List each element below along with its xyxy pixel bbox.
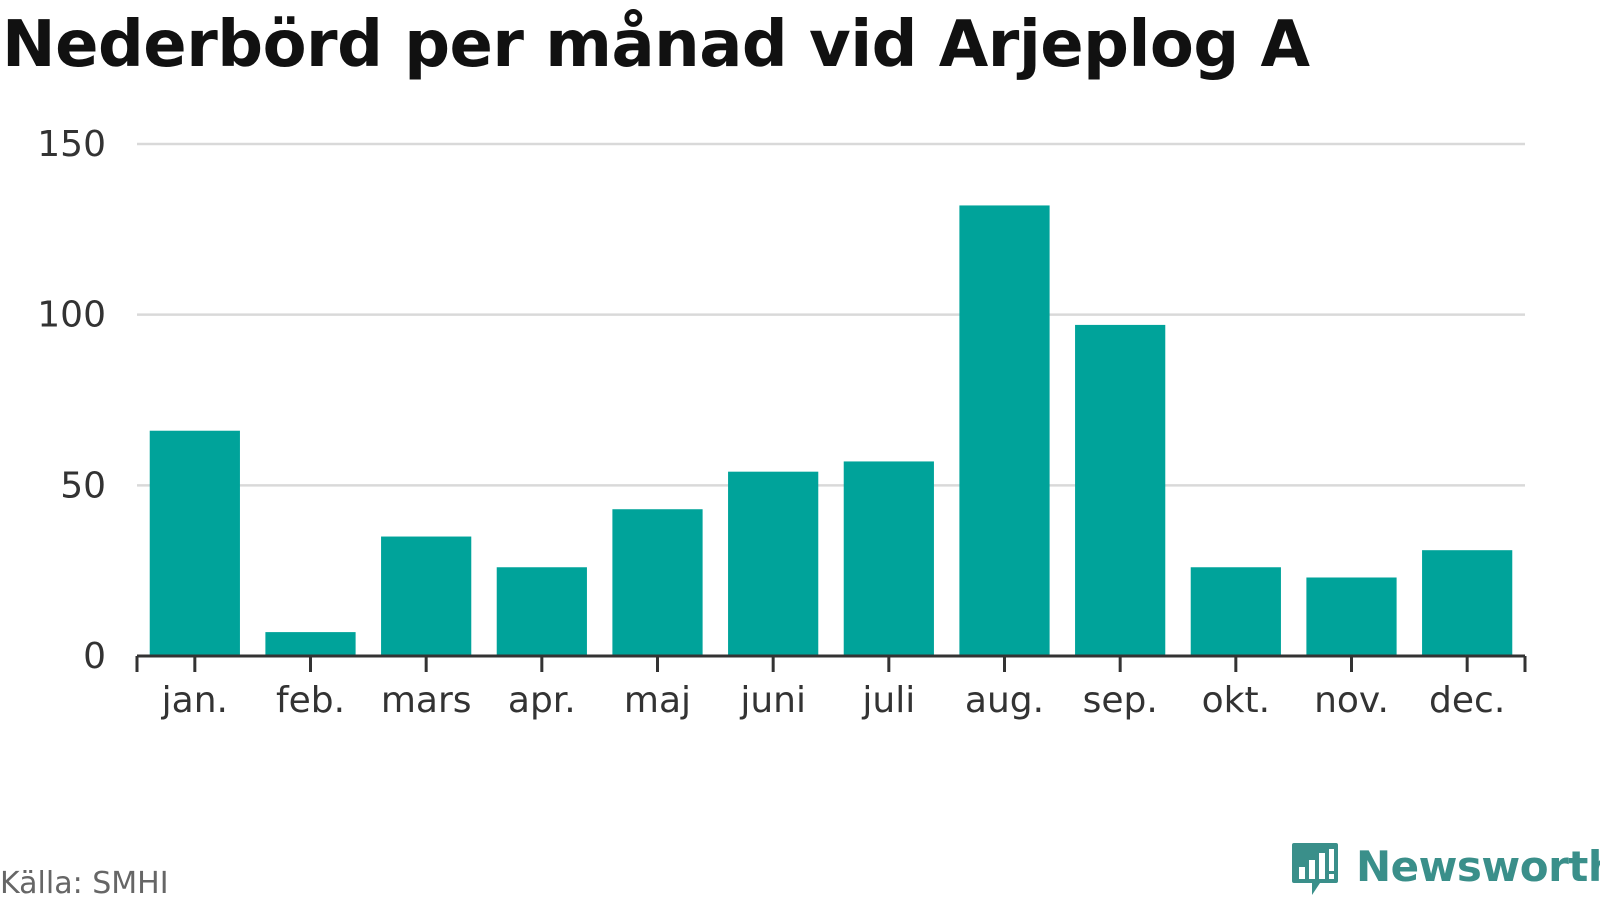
x-tick-label: juni [739,680,806,721]
y-tick-label: 100 [37,295,106,336]
x-tick-label: apr. [508,680,576,721]
y-tick-label: 150 [37,124,106,165]
x-tick-label: dec. [1429,680,1505,721]
bar-5 [728,471,819,656]
x-tick-label: aug. [965,680,1044,721]
bar-3 [496,567,587,656]
bar-6 [843,461,934,656]
brand-name: Newsworthy [1356,841,1600,891]
bar-4 [612,509,703,656]
bar-chart-speech-bubble-icon [1292,843,1338,895]
x-tick-label: feb. [276,680,345,721]
x-tick-label: okt. [1202,680,1270,721]
y-tick-label: 0 [83,636,106,677]
x-tick-label: nov. [1314,680,1389,721]
bar-1 [265,632,356,656]
x-tick-label: jan. [161,680,228,721]
x-tick-label: mars [381,680,472,721]
source-note: Källa: SMHI [0,866,169,901]
x-tick-label: sep. [1083,680,1158,721]
bar-7 [959,205,1050,656]
brand-logo: Newsworthy [1290,840,1600,900]
bar-9 [1190,567,1281,656]
bar-chart: 0 50 100 150 jan. feb. mars apr. maj juni juli aug.… [37,124,1527,721]
x-tick-label: maj [624,680,691,721]
bar-11 [1422,550,1513,656]
bar-10 [1306,577,1397,656]
y-tick-label: 50 [60,465,106,506]
bar-8 [1075,324,1166,656]
bar-2 [381,536,472,656]
chart-title: Nederbörd per månad vid Arjeplog A [2,8,1310,82]
bar-0 [149,430,240,656]
x-tick-label: juli [861,680,915,721]
